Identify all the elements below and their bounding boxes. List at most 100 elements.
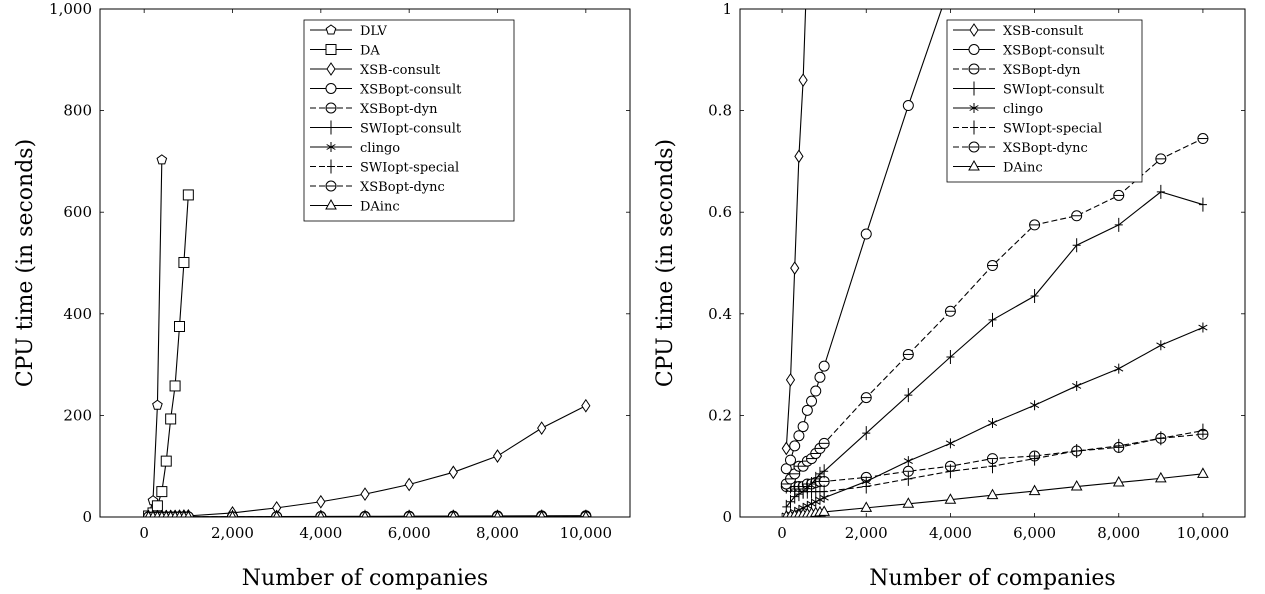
legend-label-xsbopt-dyn: XSBopt-dyn (1003, 63, 1081, 78)
data-point-swiopt-consult (786, 494, 795, 509)
data-point-xsb-consult (785, 372, 796, 387)
data-point-dainc (818, 505, 831, 516)
plot-area (780, 9, 1209, 517)
data-point-swiopt-consult (1156, 184, 1165, 199)
data-point-swiopt-special (862, 479, 871, 494)
series-xsb-consult (143, 398, 591, 517)
plot-frame (99, 8, 631, 518)
data-point-swiopt-consult (1114, 217, 1123, 232)
data-point-clingo (945, 438, 956, 449)
legend: DLV DA XSB-consult XSBopt-consult XSBopt-dyn… (303, 19, 515, 222)
plot-frame (739, 8, 1246, 518)
legend-label-dlv: DLV (360, 24, 388, 39)
data-point-xsbopt-consult (818, 360, 830, 372)
legend-label-dainc: DAinc (360, 200, 400, 215)
data-point-xsb-consult (794, 149, 804, 164)
y-tick-label: 1,000 (49, 0, 92, 18)
data-point-dainc (944, 493, 957, 504)
legend-box (946, 19, 1143, 183)
data-point-xsb-consult (798, 73, 808, 88)
x-axis-label: Number of companies (242, 566, 488, 591)
x-tick-label: 8,000 (1097, 524, 1140, 542)
series-clingo (781, 322, 1208, 517)
data-point-swiopt-special (1114, 438, 1123, 453)
data-point-xsbopt-consult (902, 100, 914, 112)
data-point-swiopt-special (1156, 431, 1165, 446)
legend: XSB-consult XSBopt-consult XSBopt-dyn SWIop… (946, 19, 1143, 183)
data-point-xsbopt-consult (806, 395, 818, 407)
legend-label-xsb-consult: XSB-consult (1003, 24, 1084, 39)
legend-marker-dainc (325, 198, 337, 210)
data-point-clingo (1072, 380, 1082, 391)
x-tick-label: 0 (139, 524, 149, 542)
legend-marker-dainc (968, 159, 980, 171)
legend-marker-swiopt-special (970, 120, 978, 135)
x-tick-label: 2,000 (845, 524, 888, 542)
data-point-dainc (860, 501, 873, 512)
data-point-xsbopt-consult (797, 421, 809, 433)
legend-marker-xsb-consult (969, 23, 979, 37)
legend-marker-swiopt-special (327, 159, 335, 174)
data-point-da (178, 256, 190, 268)
data-point-swiopt-special (794, 482, 803, 497)
data-point-swiopt-special (946, 464, 955, 479)
data-point-swiopt-consult (811, 471, 820, 486)
data-point-xsbopt-consult (810, 385, 822, 397)
legend-marker-xsbopt-consult (325, 83, 337, 94)
data-point-xsb-consult (492, 449, 503, 463)
data-point-swiopt-consult (815, 466, 824, 481)
data-point-swiopt-consult (862, 426, 871, 441)
x-tick-label: 2,000 (211, 524, 254, 542)
data-point-dainc (1070, 479, 1083, 491)
legend-marker-dlv (325, 24, 337, 35)
y-tick-label: 200 (63, 406, 92, 424)
right-chart-panel: 0 2,000 4,000 6,000 8,000 10,000 0 0.2 0.4 0.6 0.8… (653, 0, 1246, 591)
legend-label-xsbopt-dyn: XSBopt-dyn (360, 102, 438, 117)
series-dainc (782, 467, 1209, 517)
legend-label-clingo: clingo (1003, 102, 1043, 117)
data-point-xsb-consult (360, 487, 370, 502)
data-point-xsb-consult (790, 261, 800, 275)
data-point-swiopt-consult (904, 388, 913, 403)
x-tick-label: 6,000 (1013, 524, 1056, 542)
legend-marker-xsbopt-consult (968, 44, 980, 55)
data-point-xsb-consult (781, 441, 791, 456)
data-point-dainc (1154, 471, 1167, 483)
legend-label-swiopt-special: SWIopt-special (360, 161, 459, 176)
legend-label-swiopt-special: SWIopt-special (1003, 122, 1102, 137)
legend-marker-swiopt-consult (970, 81, 978, 96)
legend-marker-da (325, 44, 337, 55)
data-point-dainc (273, 510, 281, 517)
y-tick-label: 0.2 (708, 406, 732, 424)
data-point-dlv (156, 154, 168, 165)
series-xsb-consult (781, 9, 808, 456)
data-point-clingo (1156, 340, 1166, 351)
data-point-swiopt-consult (946, 349, 955, 364)
series-xsbopt-dync (780, 133, 1209, 490)
legend-label-clingo: clingo (360, 141, 400, 156)
y-tick-label: 0 (722, 508, 732, 526)
data-point-dainc (986, 488, 999, 500)
left-chart-panel: 0 2,000 4,000 6,000 8,000 10,000 0 200 400 600 800… (13, 0, 631, 591)
data-point-xsb-consult (581, 398, 591, 413)
y-axis-label: CPU time (in seconds) (653, 139, 678, 387)
y-tick-label: 1 (722, 0, 732, 18)
data-point-dainc (449, 510, 457, 517)
data-point-da (151, 500, 163, 512)
data-point-clingo (1114, 363, 1124, 374)
data-point-dainc (582, 510, 590, 517)
series-line-xsb-consult (785, 9, 807, 449)
data-point-swiopt-special (1072, 443, 1081, 458)
legend-label-xsbopt-dync: XSBopt-dync (1003, 141, 1088, 156)
data-point-da (165, 413, 177, 425)
data-point-clingo (903, 456, 913, 467)
x-tick-label: 0 (777, 524, 787, 542)
data-point-dainc (317, 510, 325, 517)
data-point-xsbopt-consult (789, 440, 801, 452)
series-swiopt-consult (782, 184, 1207, 514)
data-point-xsb-consult (316, 494, 326, 509)
x-tick-label: 8,000 (476, 524, 519, 542)
data-point-swiopt-special (988, 459, 997, 474)
series-line-xsbopt-dync (785, 138, 1204, 485)
legend-label-swiopt-consult: SWIopt-consult (360, 122, 462, 137)
